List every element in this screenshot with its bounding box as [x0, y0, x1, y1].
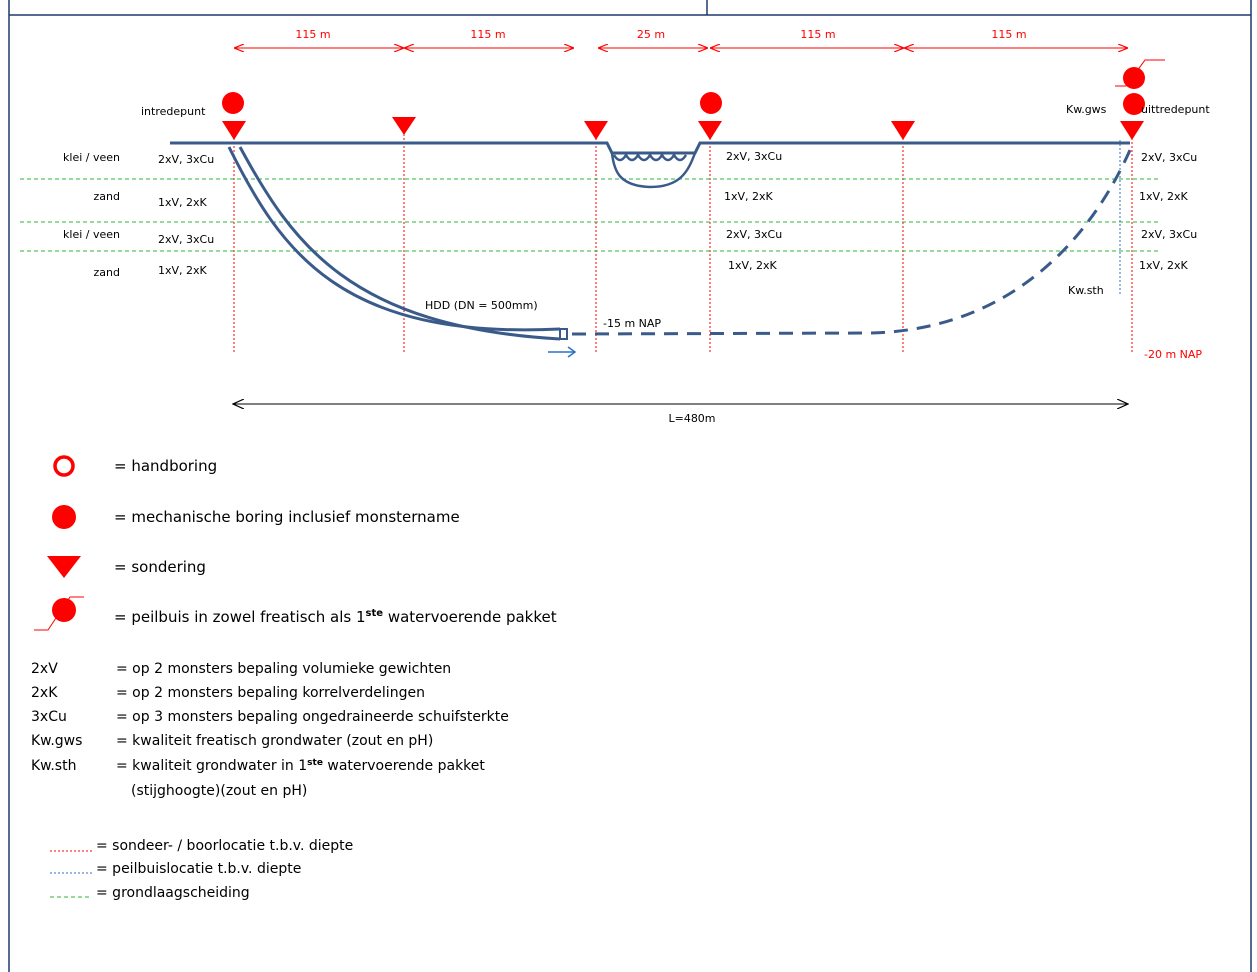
def-text: = op 3 monsters bepaling ongedraineerde …	[116, 709, 509, 725]
ground-surface	[170, 141, 1130, 155]
legend-peilbuis: = peilbuis in zowel freatisch als 1ste w…	[114, 608, 557, 626]
def-abbr: 2xK	[31, 685, 58, 701]
line-legend: = sondeer- / boorlocatie t.b.v. diepte =…	[50, 838, 353, 901]
def-abbr: Kw.sth	[31, 758, 76, 774]
total-length-label: L=480m	[668, 412, 715, 425]
line-legend-sondeer: = sondeer- / boorlocatie t.b.v. diepte	[96, 838, 353, 854]
hdd-label: HDD (DN = 500mm)	[425, 299, 538, 312]
drill-direction-arrow	[548, 346, 577, 358]
legend: = handboring = mechanische boring inclus…	[34, 455, 557, 631]
layer-tests-mid: 1xV, 2xK	[724, 190, 774, 203]
legend-handboring: = handboring	[114, 457, 217, 475]
layer-tests-left: 2xV, 3xCu	[158, 233, 214, 246]
peilbuis-icon	[52, 598, 76, 622]
def-abbr: 3xCu	[31, 709, 67, 725]
def-text-line2: (stijghoogte)(zout en pH)	[131, 783, 307, 799]
mech-boring-icon	[222, 92, 244, 114]
sondering-markers	[222, 117, 1144, 140]
def-abbr: 2xV	[31, 661, 58, 677]
dim-label-4: 115 m	[800, 28, 835, 41]
sondering-icon	[698, 121, 722, 140]
layer-tests-left: 1xV, 2xK	[158, 196, 208, 209]
layer-name: zand	[94, 266, 120, 279]
sondering-icon	[222, 121, 246, 140]
layer-tests-left: 2xV, 3xCu	[158, 153, 214, 166]
layer-tests-mid: 2xV, 3xCu	[726, 228, 782, 241]
dim-label-5: 115 m	[991, 28, 1026, 41]
layer-tests-mid: 1xV, 2xK	[728, 259, 778, 272]
line-legend-grondlaag: = grondlaagscheiding	[96, 885, 250, 901]
depth-end-label: -20 m NAP	[1144, 348, 1202, 361]
sondering-icon	[1120, 121, 1144, 140]
hdd-planned-path	[571, 149, 1132, 336]
page-frame	[8, 0, 1252, 972]
sth-label: Kw.sth	[1068, 284, 1104, 297]
dim-label-1: 115 m	[295, 28, 330, 41]
exit-point-label: uittredepunt	[1141, 103, 1210, 116]
sondering-icon	[891, 121, 915, 140]
def-abbr: Kw.gws	[31, 733, 82, 749]
entry-point-label: intredepunt	[141, 105, 206, 118]
dim-label-3: 25 m	[637, 28, 665, 41]
line-legend-peilbuis: = peilbuislocatie t.b.v. diepte	[96, 861, 301, 877]
legend-mech: = mechanische boring inclusief monsterna…	[114, 508, 460, 526]
layer-tests-right: 2xV, 3xCu	[1141, 151, 1197, 164]
layer-tests-right: 2xV, 3xCu	[1141, 228, 1197, 241]
gws-label: Kw.gws	[1066, 103, 1107, 116]
sondering-icon	[47, 556, 81, 578]
peilbuis-marker	[1115, 59, 1165, 89]
boring-markers	[222, 92, 1145, 115]
layer-tests-right: 1xV, 2xK	[1139, 190, 1189, 203]
sondering-icon	[584, 121, 608, 140]
layer-tests-left: 1xV, 2xK	[158, 264, 208, 277]
peilbuis-icon	[1123, 67, 1145, 89]
layer-name: klei / veen	[63, 228, 120, 241]
dim-label-2: 115 m	[470, 28, 505, 41]
def-text: = op 2 monsters bepaling volumieke gewic…	[116, 661, 451, 677]
channel	[610, 152, 697, 189]
hdd-pipe	[227, 146, 568, 341]
mech-boring-icon	[700, 92, 722, 114]
water-surface	[612, 152, 688, 162]
def-text: = kwaliteit grondwater in 1ste watervoer…	[116, 758, 485, 774]
definitions: 2xV = op 2 monsters bepaling volumieke g…	[31, 661, 509, 799]
mech-boring-icon	[1123, 93, 1145, 115]
handboring-icon	[53, 455, 75, 477]
def-text: = kwaliteit freatisch grondwater (zout e…	[116, 733, 433, 749]
layer-boundaries	[20, 178, 1160, 252]
sounding-lines	[233, 130, 1133, 352]
layer-name: klei / veen	[63, 151, 120, 164]
layer-tests-mid: 2xV, 3xCu	[726, 150, 782, 163]
layer-name: zand	[94, 190, 120, 203]
depth-mid-label: -15 m NAP	[603, 317, 661, 330]
mech-boring-icon	[52, 505, 76, 529]
def-text: = op 2 monsters bepaling korrelverdeling…	[116, 685, 425, 701]
legend-sondering: = sondering	[114, 558, 206, 576]
layer-tests-right: 1xV, 2xK	[1139, 259, 1189, 272]
sondering-icon	[392, 117, 416, 135]
